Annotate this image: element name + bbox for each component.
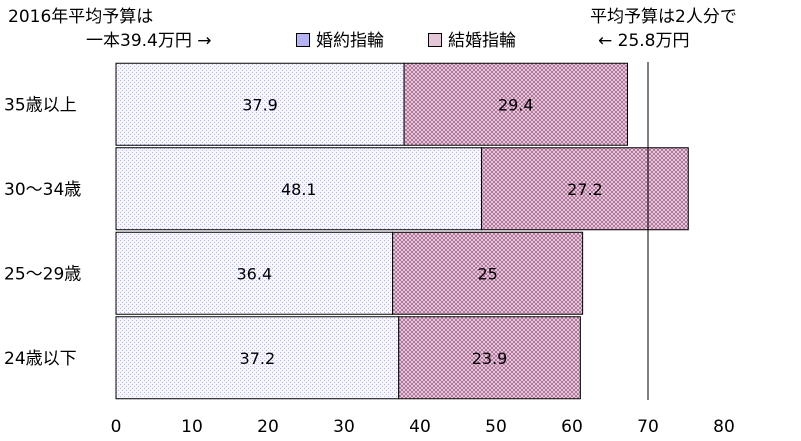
category-label-3: 24歳以下	[4, 349, 77, 369]
bar-engagement-0	[115, 62, 405, 146]
bar-engagement-3	[115, 316, 400, 400]
data-label-engagement-2: 36.4	[237, 264, 273, 283]
category-label-2: 25～29歳	[4, 264, 81, 284]
legend-label-wedding-ring: 結婚指輪	[448, 31, 516, 51]
x-tick-label-0: 0	[111, 417, 122, 437]
x-tick-label-2: 20	[257, 417, 279, 437]
bar-engagement-1	[115, 147, 483, 231]
x-tick-label-3: 30	[333, 417, 355, 437]
plot-area: 37.9 29.4 35歳以上 48.1 27.2 30～34歳 36.4 25 25～29歳 3…	[4, 62, 735, 437]
left-note-line1: 2016年平均予算は	[8, 7, 154, 27]
right-note-line2: ← 25.8万円	[598, 31, 690, 51]
x-tick-label-1: 10	[181, 417, 203, 437]
data-label-wedding-1: 27.2	[567, 180, 603, 199]
legend-item-wedding-ring: 結婚指輪	[428, 30, 516, 52]
data-label-engagement-1: 48.1	[281, 180, 317, 199]
data-label-engagement-0: 37.9	[242, 95, 278, 114]
x-tick-label-6: 60	[561, 417, 583, 437]
legend-item-engagement-ring: 婚約指輪	[296, 30, 384, 52]
legend-label-engagement-ring: 婚約指輪	[316, 31, 384, 51]
legend-swatch-wedding-ring	[428, 33, 442, 47]
data-label-wedding-3: 23.9	[472, 349, 508, 368]
x-tick-label-5: 50	[485, 417, 507, 437]
category-label-0: 35歳以上	[4, 95, 77, 115]
bar-wedding-1	[481, 147, 689, 231]
bar-wedding-2	[392, 231, 584, 315]
data-label-wedding-0: 29.4	[498, 95, 534, 114]
left-note-line2: 一本39.4万円 →	[86, 31, 212, 51]
data-label-engagement-3: 37.2	[240, 349, 276, 368]
right-note-line1: 平均予算は2人分で	[590, 7, 737, 27]
category-label-1: 30～34歳	[4, 180, 81, 200]
x-tick-label-8: 80	[713, 417, 735, 437]
x-tick-label-7: 70	[637, 417, 659, 437]
bar-engagement-2	[115, 231, 394, 315]
bar-wedding-0	[403, 62, 628, 146]
data-label-wedding-2: 25	[477, 264, 497, 283]
bar-wedding-3	[398, 316, 581, 400]
legend-swatch-engagement-ring	[296, 33, 310, 47]
x-tick-label-4: 40	[409, 417, 431, 437]
